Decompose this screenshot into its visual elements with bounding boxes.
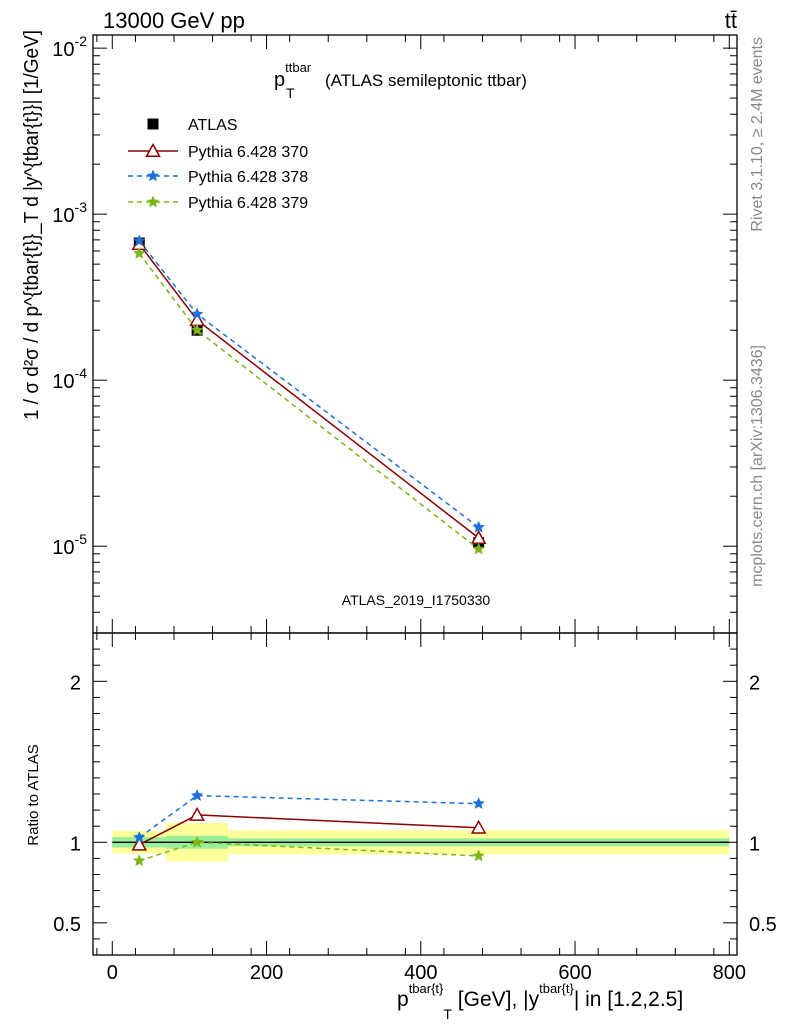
ratio-uncertainty-bands bbox=[112, 822, 730, 862]
series-line-main-0 bbox=[138, 243, 480, 539]
ratio-plot-frame bbox=[92, 632, 738, 956]
ratio-y-tick-label-right: 1 bbox=[749, 833, 760, 855]
series-point-main-2 bbox=[472, 542, 485, 555]
legend-marker-2 bbox=[146, 169, 160, 182]
x-tick-label: 600 bbox=[558, 962, 591, 984]
series-point-main-2 bbox=[132, 246, 146, 259]
x-tick-label: 0 bbox=[107, 962, 118, 984]
y-tick-label: 10-4 bbox=[52, 365, 87, 393]
series-line-main-2 bbox=[138, 252, 480, 550]
x-tick-label: 800 bbox=[713, 962, 746, 984]
rivet-version-label: Rivet 3.1.10, ≥ 2.4M events bbox=[749, 37, 766, 232]
series-point-ratio-1 bbox=[190, 788, 204, 801]
series-point-main-2 bbox=[190, 323, 204, 336]
x-axis-title: ptbar{t}T [GeV], |ytbar{t}| in [1.2,2.5] bbox=[397, 981, 683, 1022]
plot-title: pttbar T(ATLAS semileptonic ttbar) bbox=[274, 60, 527, 101]
ratio-y-tick-label: 2 bbox=[70, 672, 81, 694]
series-point-ratio-0 bbox=[189, 806, 205, 821]
series-point-ratio-2 bbox=[190, 835, 204, 848]
y-axis-title: 1 / σ d²σ / d p^{tbar{t}}_T d |y^{tbar{t… bbox=[21, 30, 43, 420]
series-point-ratio-2 bbox=[472, 849, 485, 862]
ratio-y-tick-label: 0.5 bbox=[53, 914, 81, 936]
series-point-main-1 bbox=[132, 234, 146, 247]
analysis-id-label: ATLAS_2019_I1750330 bbox=[342, 592, 491, 608]
ratio-y-tick-label-right: 2 bbox=[749, 672, 760, 694]
ratio-y-tick-label-right: 0.5 bbox=[749, 914, 777, 936]
x-tick-label: 400 bbox=[404, 962, 437, 984]
legend: ATLAS Pythia 6.428 370 Pythia 6.428 378 Pyt… bbox=[128, 117, 308, 212]
series-point-main-1 bbox=[472, 520, 485, 533]
y-tick-label: 10-2 bbox=[52, 33, 87, 61]
axis-titles: pttbar T(ATLAS semileptonic ttbar) ATLAS_2… bbox=[21, 30, 683, 1022]
legend-marker-1 bbox=[145, 142, 161, 157]
legend-marker-0 bbox=[147, 118, 159, 130]
series-line-ratio-2 bbox=[139, 841, 479, 862]
legend-label-3: Pythia 6.428 379 bbox=[188, 195, 308, 212]
energy-label: 13000 GeV pp bbox=[103, 8, 245, 33]
ratio-y-axis-title: Ratio to ATLAS bbox=[25, 744, 42, 845]
y-tick-label: 10-3 bbox=[52, 199, 87, 227]
legend-label-2: Pythia 6.428 378 bbox=[188, 169, 308, 186]
series-point-ratio-1 bbox=[472, 797, 485, 810]
legend-label-0: ATLAS bbox=[188, 117, 238, 134]
series-point-ratio-0 bbox=[470, 819, 487, 834]
series-line-main-1 bbox=[138, 240, 480, 528]
series-point-ratio-1 bbox=[132, 830, 146, 843]
process-label: tt̄ bbox=[725, 8, 737, 33]
legend-marker-3 bbox=[146, 195, 160, 208]
series-lines bbox=[131, 234, 487, 867]
legend-label-1: Pythia 6.428 370 bbox=[188, 144, 308, 161]
y-tick-label: 10-5 bbox=[52, 531, 87, 559]
x-tick-label: 200 bbox=[250, 962, 283, 984]
series-point-ratio-2 bbox=[132, 854, 146, 867]
series-point-ratio-0 bbox=[131, 836, 148, 851]
ratio-y-tick-label: 1 bbox=[70, 833, 81, 855]
axis-ticks: 0 200 400 600 800 10-5 10-4 10-3 10-2 0.5 0.5 1 1 2 2 bbox=[52, 33, 777, 984]
mcplots-label: mcplots.cern.ch [arXiv:1306.3436] bbox=[749, 345, 766, 587]
series-point-main-1 bbox=[190, 307, 204, 320]
